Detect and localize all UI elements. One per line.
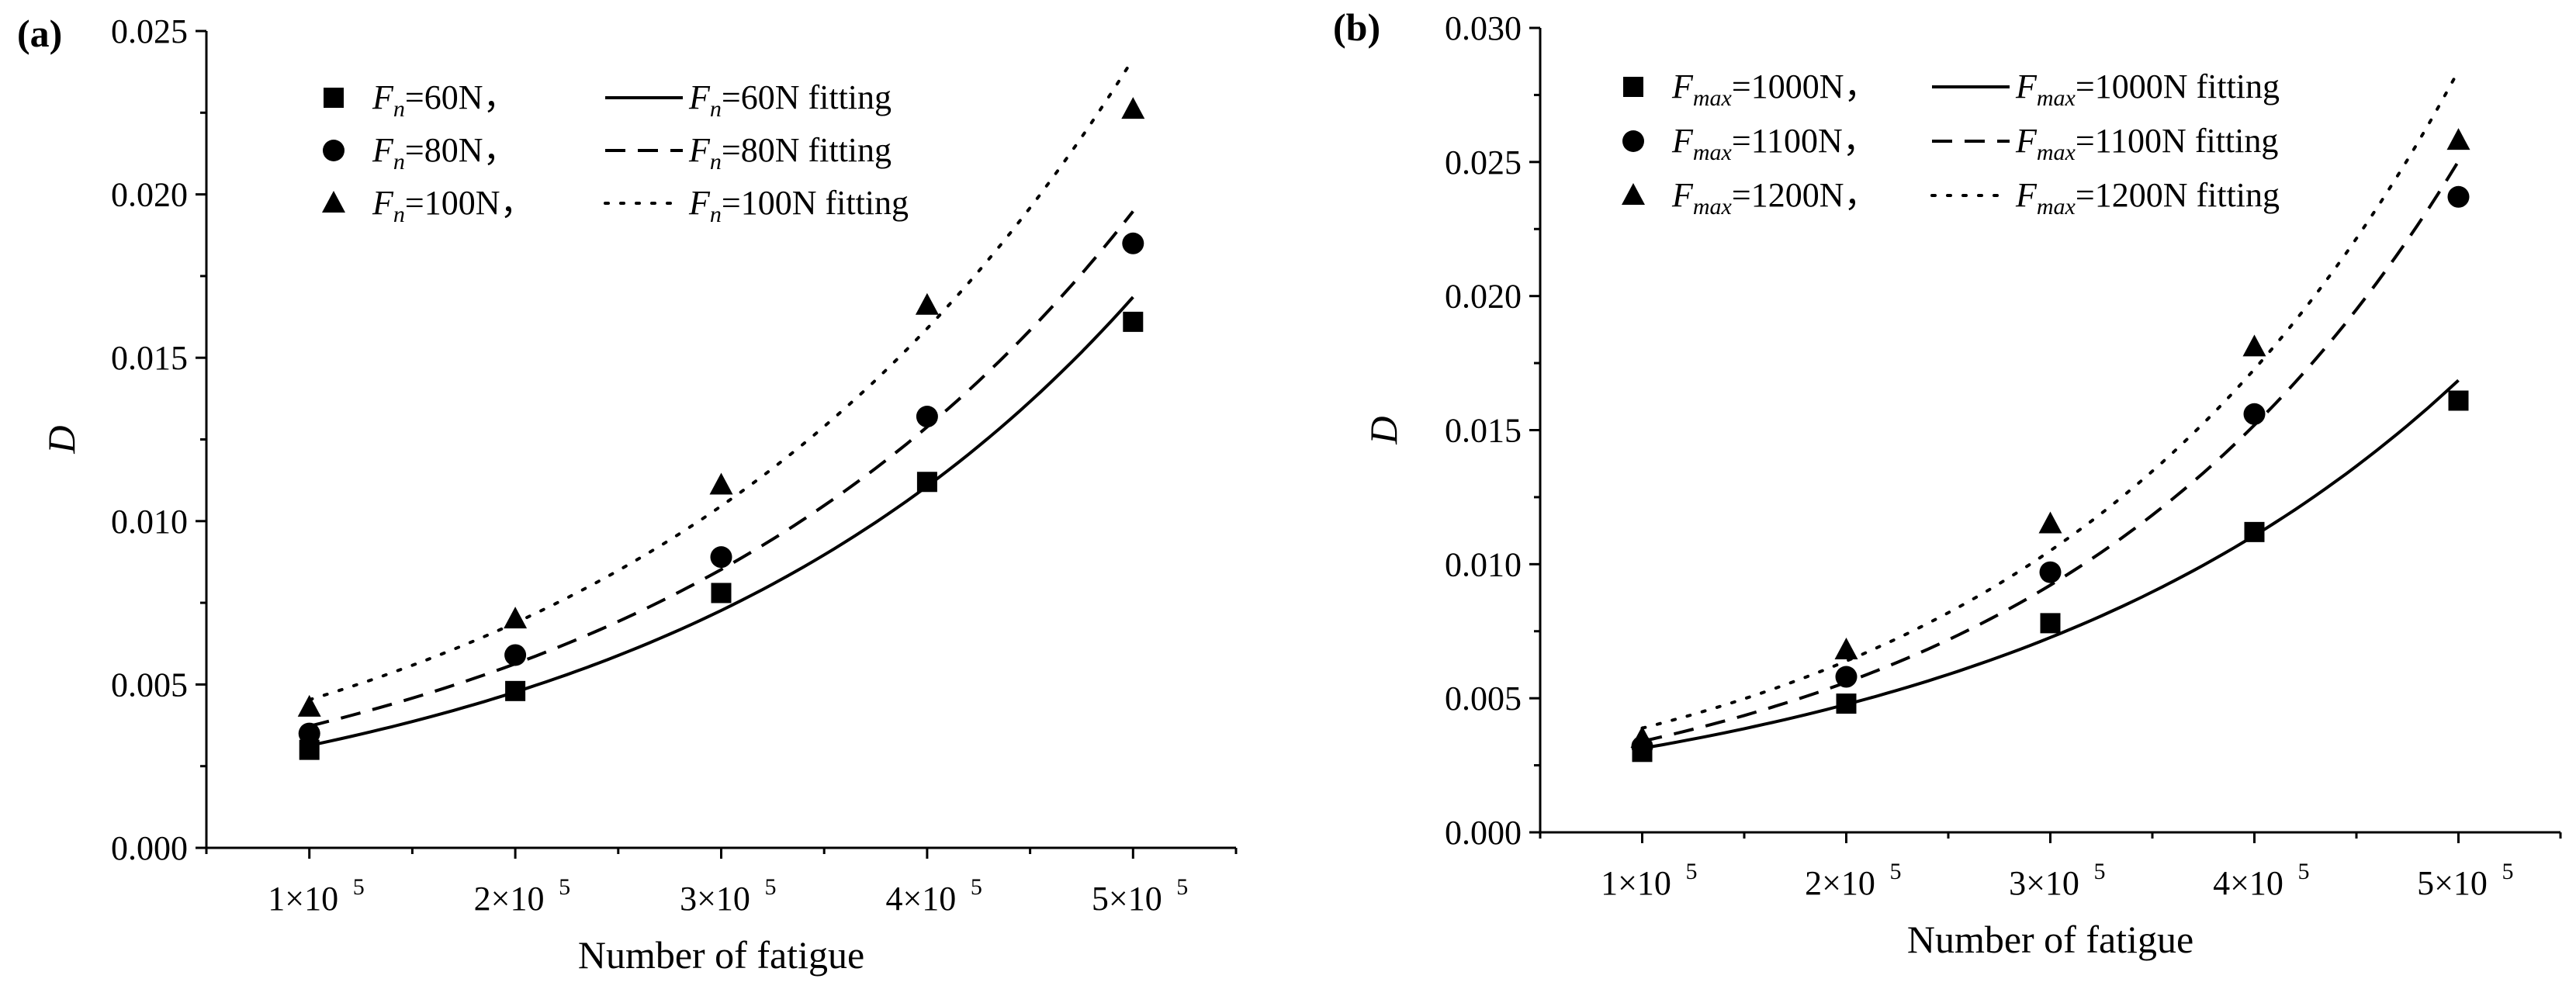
legend-entry: Fmax=1000N， Fmax=1000N fitting	[1623, 67, 2280, 111]
panel-label: (b)	[1333, 5, 1380, 49]
x-tick-exponent: 5	[971, 874, 982, 900]
legend-point-label: Fn=100N，	[372, 184, 534, 227]
data-point-square	[1123, 311, 1144, 332]
legend-point-label: Fmax=1100N，	[1671, 122, 1877, 165]
x-tick-exponent: 5	[1176, 874, 1188, 900]
legend-entry: Fn=80N， Fn=80N fitting	[323, 131, 892, 175]
y-tick-label: 0.015	[111, 339, 188, 377]
panel-label: (a)	[17, 12, 62, 55]
legend-point-label: Fmax=1000N，	[1671, 67, 1878, 111]
x-tick-label: 4×10	[885, 880, 956, 918]
y-tick-label: 0.025	[111, 12, 188, 50]
legend-marker-triangle	[1622, 183, 1645, 205]
x-tick-label: 1×10	[268, 880, 338, 918]
data-point-square	[2244, 521, 2265, 542]
data-point-triangle	[2038, 511, 2062, 534]
data-point-circle	[298, 722, 320, 745]
data-point-triangle	[1834, 637, 1858, 659]
legend-fit-label: Fmax=1000N fitting	[2015, 67, 2280, 111]
legend-fit-label: Fn=60N fitting	[688, 78, 892, 122]
data-point-circle	[2447, 185, 2470, 208]
y-axis-title: D	[40, 425, 83, 454]
x-tick-label: 2×10	[1805, 864, 1875, 902]
legend-point-label: Fn=60N，	[372, 78, 517, 122]
data-point-triangle	[1630, 726, 1654, 749]
x-axis-title: Number of fatigue	[578, 933, 864, 977]
legend-marker-circle	[323, 140, 345, 161]
y-tick-label: 0.015	[1445, 412, 1522, 450]
y-tick-label: 0.000	[111, 829, 188, 867]
legend-entry: Fmax=1100N， Fmax=1100N fitting	[1622, 122, 2278, 165]
data-point-square	[2448, 390, 2469, 411]
y-tick-label: 0.025	[1445, 144, 1522, 182]
legend-point-label: Fn=80N，	[372, 131, 517, 175]
fit-line-dotted	[1640, 69, 2460, 730]
y-tick-label: 0.030	[1445, 9, 1522, 47]
legend-fit-label: Fmax=1100N fitting	[2015, 122, 2278, 165]
y-tick-label: 0.005	[1445, 680, 1522, 718]
data-point-triangle	[2446, 128, 2470, 150]
data-point-square	[505, 680, 526, 701]
y-tick-label: 0.000	[1445, 814, 1522, 852]
x-tick-label: 1×10	[1601, 864, 1671, 902]
legend-entry: Fn=100N， Fn=100N fitting	[322, 184, 909, 227]
data-point-square	[916, 472, 937, 493]
chart-panel-a: (a) 0.000 0.005 0.010 0.015 0.020 0.025 1×10 5 2×…	[17, 12, 1238, 977]
data-point-triangle	[2242, 334, 2266, 357]
x-tick-exponent: 5	[765, 874, 777, 900]
x-tick-exponent: 5	[2502, 859, 2514, 884]
x-tick-label: 3×10	[2009, 864, 2079, 902]
legend-marker-triangle	[322, 191, 345, 213]
x-tick-exponent: 5	[2094, 859, 2106, 884]
x-axis-title: Number of fatigue	[1907, 918, 2193, 961]
x-tick-exponent: 5	[559, 874, 570, 900]
legend-entry: Fn=60N， Fn=60N fitting	[324, 78, 892, 122]
x-tick-label: 4×10	[2213, 864, 2283, 902]
y-tick-label: 0.010	[111, 503, 188, 541]
legend-entry: Fmax=1200N， Fmax=1200N fitting	[1622, 176, 2280, 220]
y-tick-label: 0.020	[1445, 278, 1522, 316]
data-point-square	[711, 583, 732, 603]
data-point-triangle	[709, 472, 733, 495]
data-point-circle	[504, 644, 527, 666]
x-tick-label: 3×10	[680, 880, 750, 918]
data-point-circle	[2039, 561, 2062, 583]
x-tick-exponent: 5	[1686, 859, 1698, 884]
legend-marker-square	[1623, 77, 1643, 97]
fit-line-dashed	[1642, 160, 2460, 743]
data-point-square	[2040, 613, 2061, 634]
data-point-circle	[916, 406, 938, 428]
legend-fit-label: Fn=80N fitting	[688, 131, 892, 175]
y-axis-title: D	[1362, 416, 1405, 444]
y-tick-label: 0.005	[111, 666, 188, 704]
data-point-triangle	[297, 694, 321, 717]
y-tick-label: 0.010	[1445, 545, 1522, 583]
legend-marker-circle	[1622, 130, 1644, 152]
data-point-circle	[1835, 666, 1858, 688]
legend-marker-square	[324, 88, 344, 108]
fit-line-solid	[1642, 379, 2460, 750]
y-tick-label: 0.020	[111, 176, 188, 214]
x-tick-label: 2×10	[474, 880, 545, 918]
legend-fit-label: Fmax=1200N fitting	[2015, 176, 2280, 220]
x-tick-exponent: 5	[1890, 859, 1902, 884]
data-point-triangle	[1121, 97, 1145, 119]
data-point-triangle	[915, 292, 939, 315]
data-point-circle	[2243, 403, 2266, 425]
x-tick-label: 5×10	[1092, 880, 1162, 918]
legend-fit-label: Fn=100N fitting	[688, 184, 909, 227]
data-point-circle	[710, 546, 732, 569]
data-point-circle	[1122, 232, 1144, 254]
data-point-triangle	[504, 607, 528, 629]
fit-line-solid	[309, 296, 1134, 748]
x-tick-exponent: 5	[2298, 859, 2310, 884]
x-tick-label: 5×10	[2417, 864, 2488, 902]
legend-point-label: Fmax=1200N，	[1671, 176, 1878, 220]
chart-panel-b: (b) 0.000 0.005 0.010 0.015 0.020 0.025 0.030 1×…	[1333, 5, 2562, 961]
fit-line-dashed	[309, 210, 1134, 728]
x-tick-exponent: 5	[353, 874, 365, 900]
data-point-square	[1836, 693, 1857, 714]
